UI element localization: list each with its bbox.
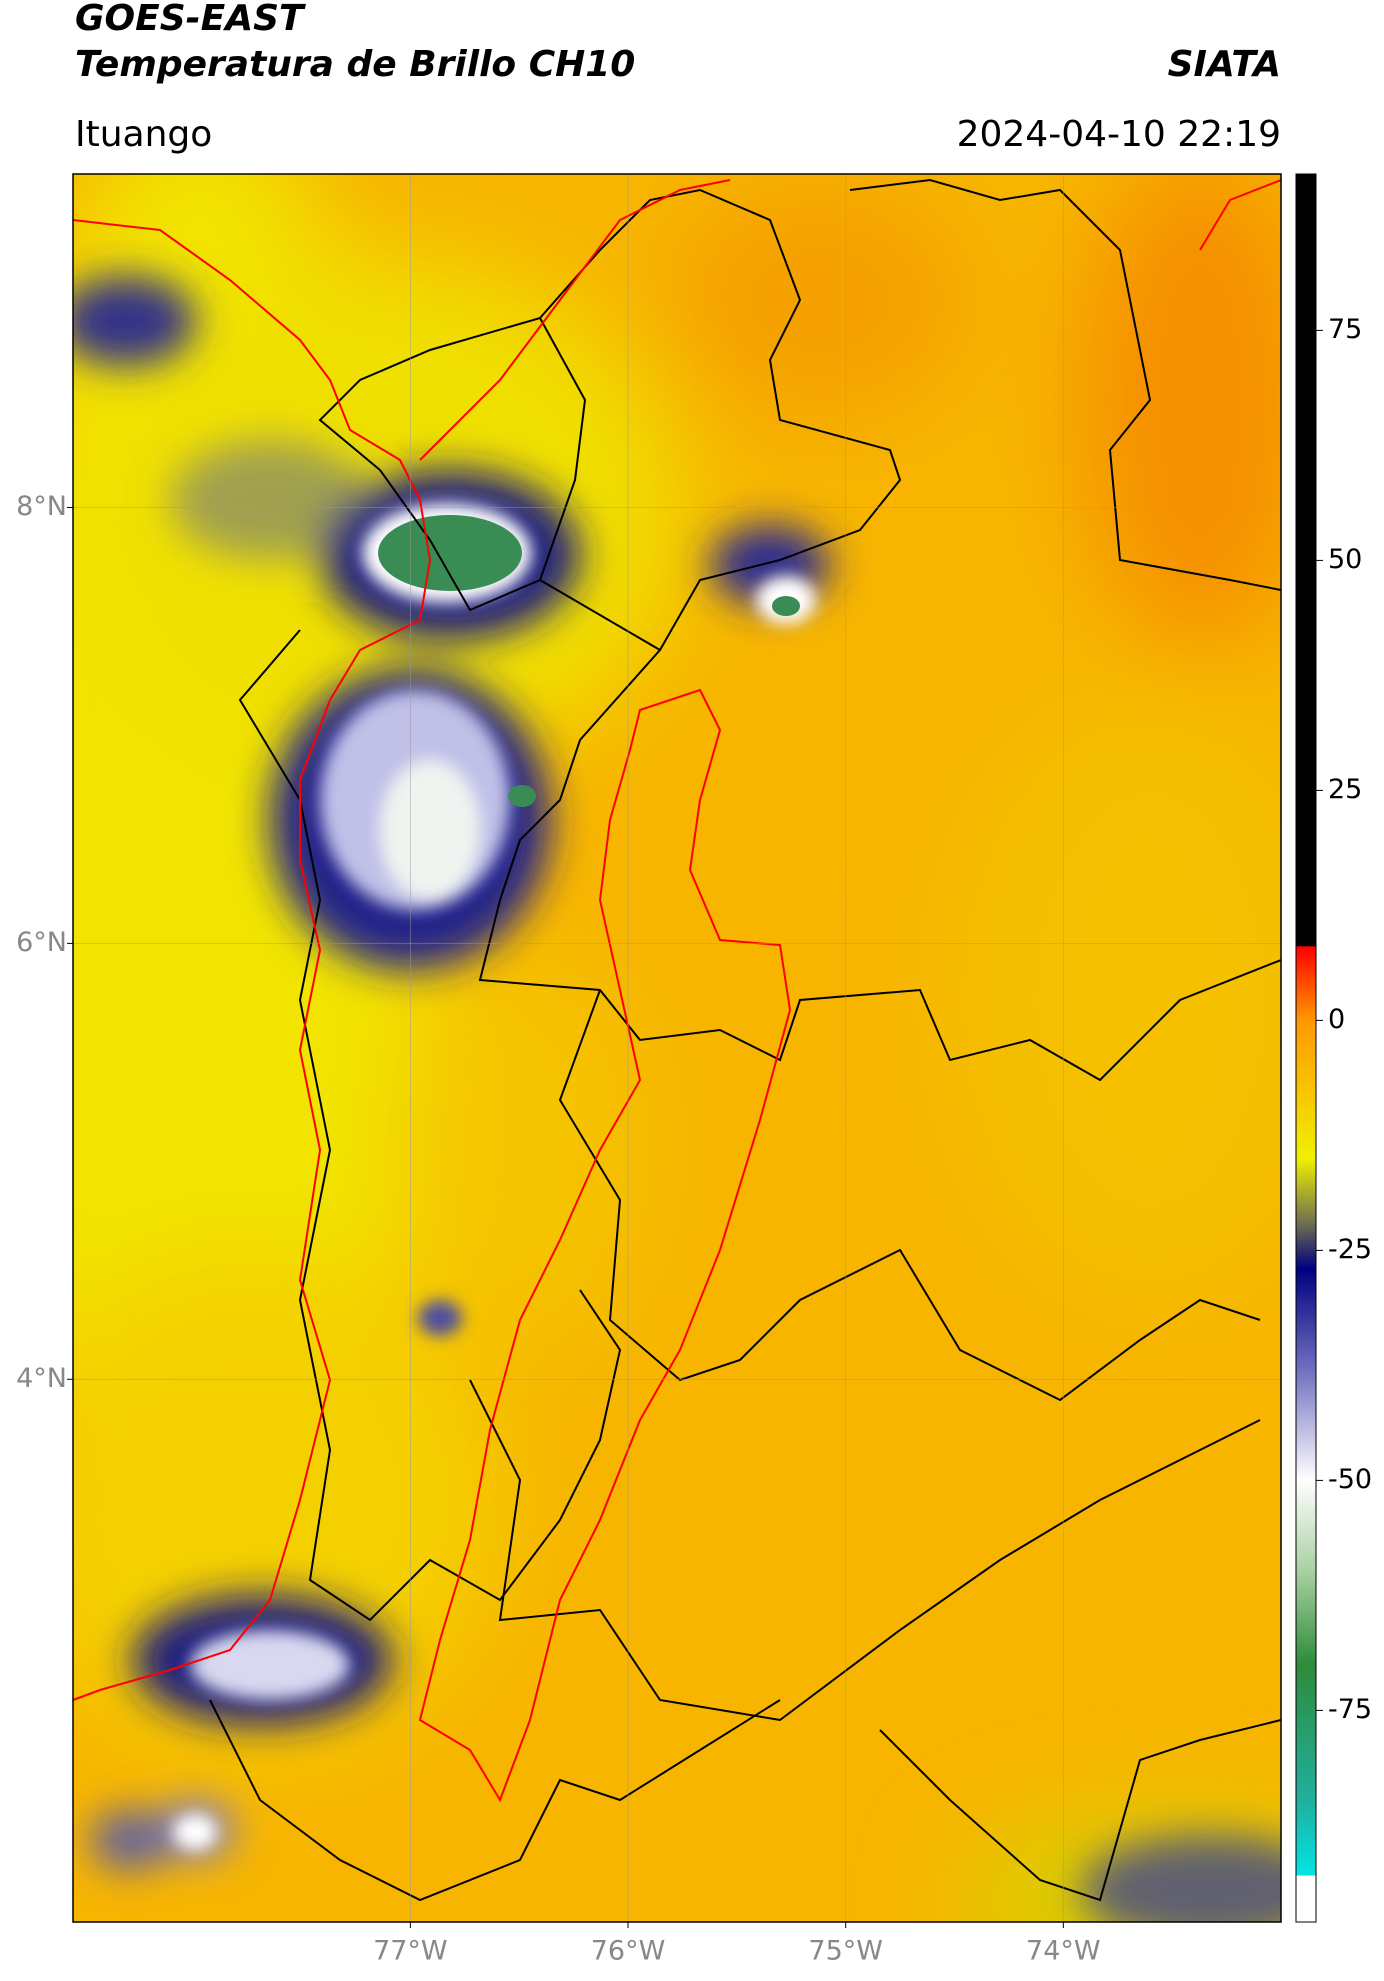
x-tick-label: 77°W — [373, 1936, 448, 1967]
x-tick-label: 75°W — [808, 1936, 883, 1967]
satellite-image — [73, 174, 1281, 1922]
datetime: 2024-04-10 22:19 — [957, 114, 1281, 155]
colorbar — [1295, 173, 1317, 1923]
y-tick-label: 6°N — [16, 927, 67, 958]
colorbar-tick-label: 75 — [1328, 314, 1362, 345]
colorbar-tick-label: -50 — [1328, 1464, 1372, 1495]
colorbar-tick-label: 50 — [1328, 544, 1362, 575]
y-tick-label: 8°N — [16, 491, 67, 522]
colorbar-tick-label: -25 — [1328, 1234, 1372, 1265]
colorbar-tick-label: -75 — [1328, 1694, 1372, 1725]
colorbar-tick-label: 0 — [1328, 1004, 1345, 1035]
x-tick-label: 74°W — [1026, 1936, 1101, 1967]
subtitle: Temperatura de Brillo CH10 — [75, 44, 635, 85]
source: SIATA — [1168, 44, 1281, 85]
title: GOES-EAST — [75, 0, 306, 39]
location: Ituango — [75, 114, 212, 155]
colorbar-tick-label: 25 — [1328, 774, 1362, 805]
y-tick-label: 4°N — [16, 1363, 67, 1394]
map-frame — [72, 173, 1282, 1923]
x-tick-label: 76°W — [591, 1936, 666, 1967]
